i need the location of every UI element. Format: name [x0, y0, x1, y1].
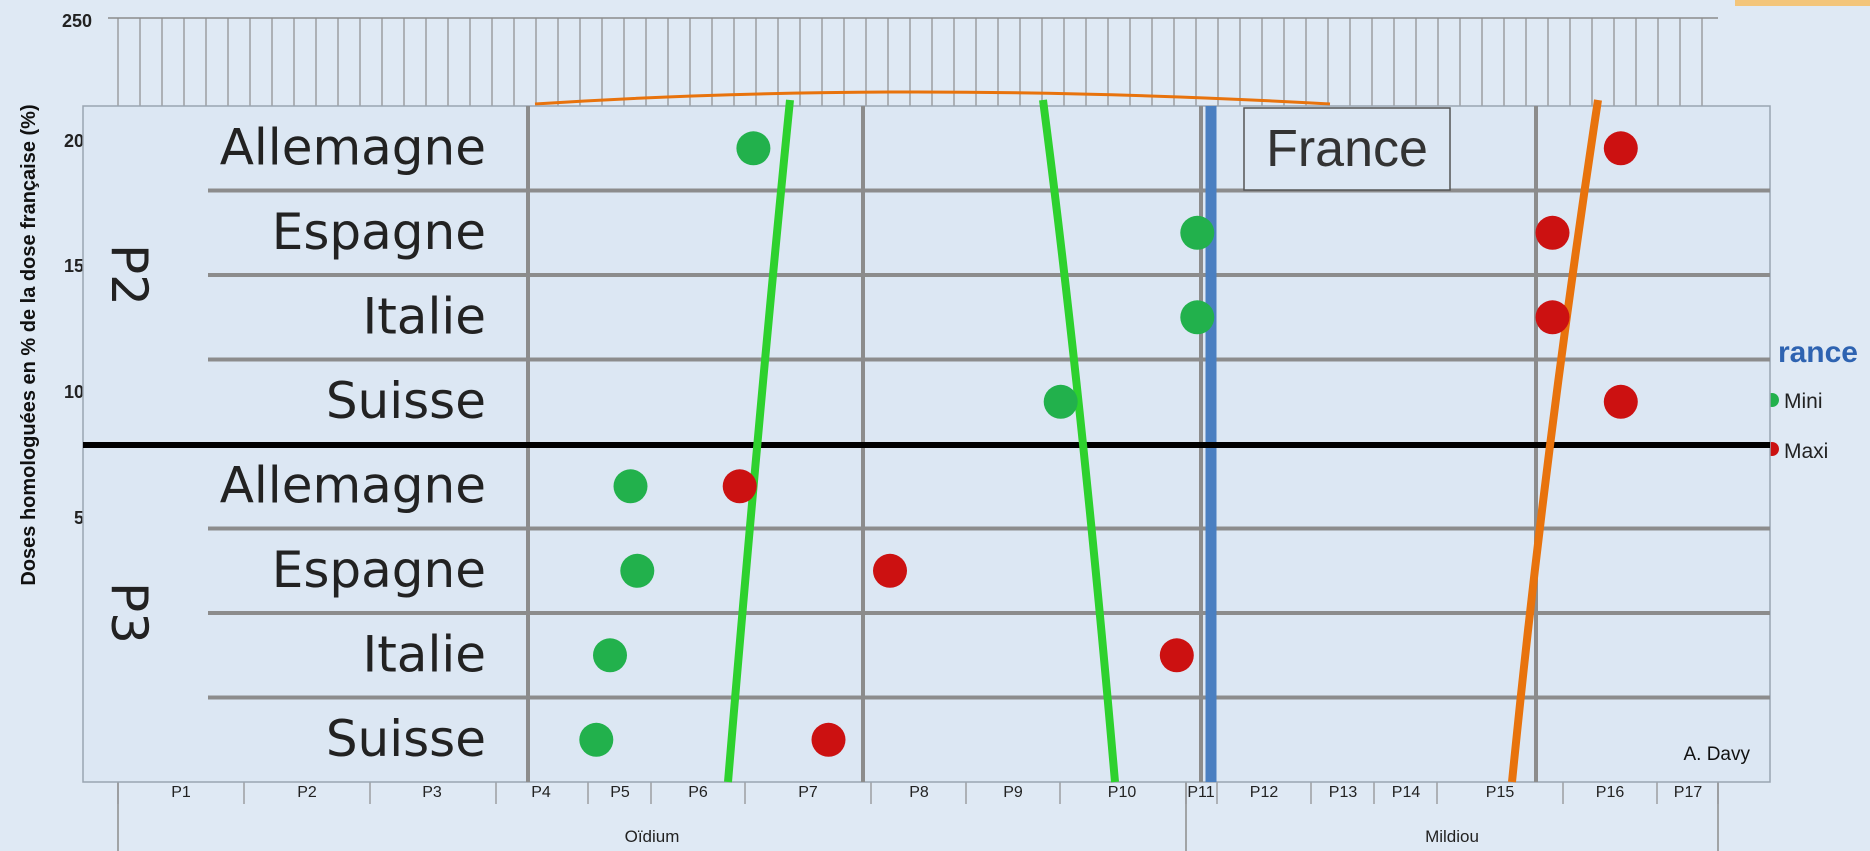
x-tick-label: P13	[1329, 784, 1358, 801]
maxi-point	[1535, 300, 1570, 335]
legend-title: rance	[1778, 336, 1858, 369]
orange-curve	[1508, 99, 1602, 783]
maxi-point	[1159, 638, 1194, 673]
maxi-point	[1603, 384, 1638, 419]
data-points	[579, 131, 1638, 757]
maxi-point	[1535, 215, 1570, 250]
france-label-frame	[1243, 107, 1451, 191]
x-tick-label: P17	[1674, 784, 1703, 801]
france-label: France	[1266, 120, 1428, 178]
row-label: Espagne	[272, 541, 486, 599]
maxi-point	[1603, 131, 1638, 166]
group-label-oidium: Oïdium	[625, 827, 680, 846]
x-tick-label: P10	[1108, 784, 1137, 801]
mini-point	[620, 553, 655, 588]
background-orange-curve	[534, 90, 1331, 106]
green-curve-right	[1039, 99, 1119, 783]
row-label: Suisse	[326, 710, 486, 768]
x-tick-label: P16	[1596, 784, 1625, 801]
row-label: Italie	[362, 287, 486, 345]
y-axis-label: Doses homologuées en % de la dose frança…	[18, 104, 40, 585]
mini-point	[1043, 384, 1078, 419]
group-label-mildiou: Mildiou	[1425, 827, 1479, 846]
x-tick-label: P1	[171, 784, 191, 801]
x-tick-label: P8	[909, 784, 929, 801]
green-curve-left	[724, 99, 794, 783]
mini-point	[613, 469, 648, 504]
row-label: Italie	[362, 625, 486, 683]
row-label: Allemagne	[220, 456, 486, 514]
row-label: Allemagne	[220, 118, 486, 176]
x-tick-label: P3	[422, 784, 442, 801]
group-label: P3	[100, 582, 158, 644]
x-tick-label: P9	[1003, 784, 1023, 801]
mini-point	[1180, 215, 1215, 250]
x-tick-label: P12	[1250, 784, 1279, 801]
x-tick-label: P4	[531, 784, 551, 801]
x-tick-label: P14	[1392, 784, 1421, 801]
row-labels: P2 Allemagne Espagne Italie Suisse P3 Allemagn…	[100, 118, 486, 768]
x-tick-label: P5	[610, 784, 630, 801]
dose-comparison-panel: P2 Allemagne Espagne Italie Suisse P3 Allemagn…	[82, 99, 1771, 783]
mini-point	[1180, 300, 1215, 335]
x-tick-label: P6	[688, 784, 708, 801]
x-tick-label: P11	[1187, 784, 1214, 801]
x-tick-label: P2	[297, 784, 317, 801]
mini-point	[593, 638, 627, 673]
x-tick-label: P7	[798, 784, 818, 801]
mini-point	[736, 131, 771, 166]
legend-maxi-label: Maxi	[1784, 440, 1828, 463]
france-label-box: France	[1243, 107, 1451, 191]
y-tick-label: 250	[62, 11, 92, 31]
background-x-ticks: P1 P2 P3 P4 P5 P6 P7 P8 P9 P10 P11 P12 P13 P14 P15 P16 P…	[117, 782, 1719, 804]
row-label: Suisse	[326, 372, 486, 430]
mini-point	[579, 722, 614, 757]
corner-accent	[1735, 0, 1870, 6]
maxi-point	[873, 553, 907, 588]
x-tick-label: P15	[1486, 784, 1515, 801]
credit-text: A. Davy	[1683, 744, 1750, 765]
legend-mini-label: Mini	[1784, 390, 1823, 413]
maxi-point	[811, 722, 846, 757]
group-label: P2	[100, 244, 158, 306]
maxi-point	[722, 469, 757, 504]
row-label: Espagne	[272, 203, 486, 261]
trend-curves	[724, 99, 1602, 783]
